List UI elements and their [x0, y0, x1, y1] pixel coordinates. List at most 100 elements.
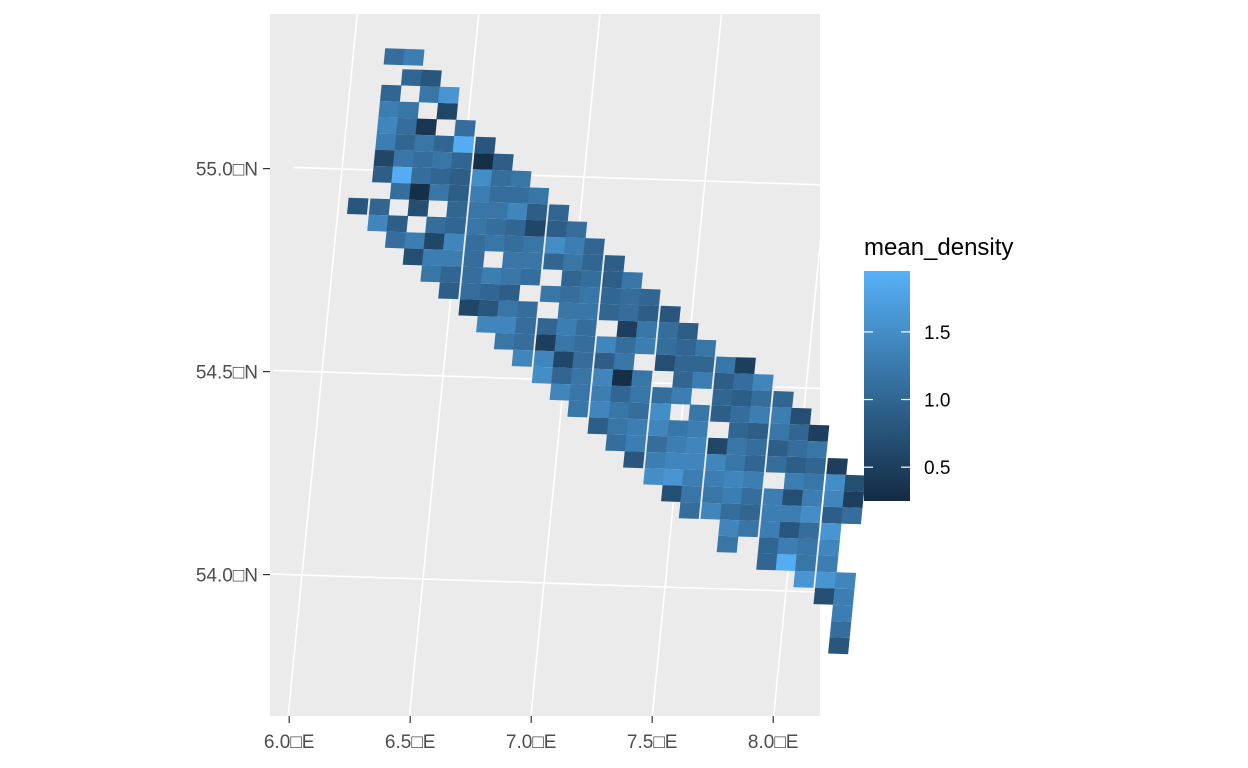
density-cell: [468, 201, 490, 219]
density-cell: [410, 167, 433, 185]
density-cell: [569, 384, 591, 402]
density-cell: [396, 117, 418, 135]
density-cell: [524, 219, 546, 237]
density-cell: [613, 353, 635, 371]
density-cell: [577, 303, 599, 320]
density-cell: [804, 457, 827, 475]
density-cell: [651, 387, 673, 404]
density-cell: [702, 486, 724, 504]
density-cell: [727, 422, 750, 439]
density-cell: [557, 302, 580, 320]
density-cell: [409, 183, 431, 201]
density-cell: [762, 488, 785, 506]
x-tick-label: 7.0□E: [506, 732, 557, 753]
density-cell: [463, 250, 485, 268]
x-axis: 6.0□E 6.5□E 7.0□E 7.5□E 8.0□E: [264, 716, 798, 753]
density-cell: [480, 267, 503, 285]
y-tick-label: 54.5□N: [196, 363, 258, 384]
density-cell: [786, 440, 809, 458]
x-tick-label: 7.5□E: [627, 732, 678, 753]
density-cell: [575, 319, 597, 337]
density-cell: [543, 253, 565, 270]
density-cell: [378, 101, 400, 118]
density-cell: [678, 502, 701, 519]
density-cell: [436, 102, 458, 120]
density-cell: [623, 451, 645, 469]
density-cell: [757, 537, 780, 555]
density-cell: [637, 305, 659, 322]
density-cell: [723, 470, 745, 488]
density-cell: [384, 231, 407, 249]
density-cell: [627, 402, 650, 420]
density-cell: [554, 334, 576, 352]
density-cell: [744, 455, 766, 473]
density-cell: [680, 485, 702, 503]
density-cell: [444, 217, 467, 235]
density-cell: [740, 487, 763, 505]
y-axis: 55.0□N 54.5□N 54.0□N: [196, 160, 270, 587]
density-cell: [756, 553, 778, 571]
density-cell: [407, 199, 429, 217]
density-cell: [519, 268, 542, 286]
density-cell: [716, 535, 739, 553]
density-cell: [798, 522, 820, 540]
density-cell: [464, 234, 487, 252]
density-cell: [770, 407, 793, 425]
density-cell: [799, 506, 822, 523]
density-cell: [752, 374, 774, 391]
density-cell: [469, 185, 492, 203]
density-cell: [745, 439, 768, 456]
density-cell: [443, 233, 465, 251]
density-cell: [493, 332, 516, 350]
legend-tick-label: 1.5: [924, 323, 950, 344]
density-cell: [614, 336, 637, 354]
density-cell: [618, 304, 640, 322]
density-cell: [732, 373, 755, 391]
density-cell: [447, 184, 470, 202]
density-cell: [734, 357, 756, 375]
density-cell: [761, 504, 783, 522]
density-cell: [844, 474, 866, 492]
density-cell: [449, 168, 471, 186]
density-cell: [649, 403, 672, 421]
density-cell: [487, 202, 509, 220]
density-cell: [589, 401, 611, 419]
density-cell: [439, 266, 462, 283]
density-cell: [460, 282, 482, 300]
density-cell: [501, 251, 524, 269]
density-cell: [420, 69, 442, 87]
density-cell: [549, 383, 572, 401]
density-cell: [646, 435, 668, 453]
density-cell: [592, 368, 614, 386]
density-cell: [737, 520, 760, 538]
density-cell: [404, 232, 426, 250]
density-cell: [521, 252, 543, 270]
density-cell: [544, 236, 567, 254]
density-cell: [373, 149, 396, 167]
density-cell: [785, 456, 807, 474]
density-cell: [686, 420, 709, 438]
density-cell: [389, 182, 412, 200]
density-cell: [788, 424, 810, 441]
density-cell: [590, 385, 613, 402]
density-cell: [461, 266, 484, 284]
density-cell: [503, 235, 526, 253]
density-cell: [498, 284, 521, 302]
density-cell: [471, 169, 493, 187]
density-cell: [807, 424, 830, 442]
density-cell: [595, 336, 618, 354]
density-cell: [643, 468, 665, 486]
density-cell: [759, 520, 781, 538]
density-cell: [842, 491, 865, 508]
legend-tick-label: 1.0: [924, 391, 950, 412]
density-cell: [819, 522, 842, 540]
density-cell: [368, 198, 391, 216]
density-cell: [605, 434, 627, 452]
density-cell: [673, 355, 696, 373]
density-cell: [572, 351, 594, 369]
density-cell: [656, 338, 678, 356]
density-cell: [711, 389, 734, 406]
density-cell: [497, 300, 519, 318]
density-cell: [713, 372, 735, 390]
density-cell: [472, 153, 495, 170]
